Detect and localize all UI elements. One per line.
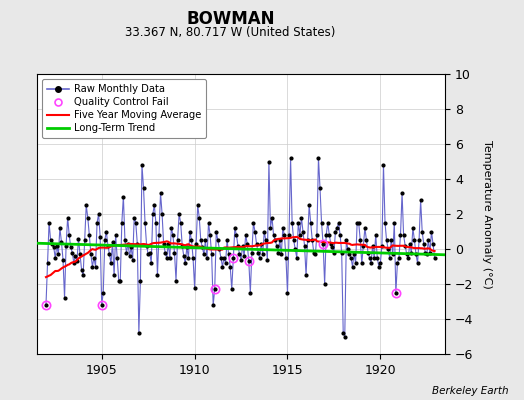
Text: BOWMAN: BOWMAN [187, 10, 275, 28]
Text: Berkeley Earth: Berkeley Earth [432, 386, 508, 396]
Text: 33.367 N, 80.717 W (United States): 33.367 N, 80.717 W (United States) [125, 26, 336, 39]
Legend: Raw Monthly Data, Quality Control Fail, Five Year Moving Average, Long-Term Tren: Raw Monthly Data, Quality Control Fail, … [42, 79, 206, 138]
Y-axis label: Temperature Anomaly (°C): Temperature Anomaly (°C) [482, 140, 492, 288]
